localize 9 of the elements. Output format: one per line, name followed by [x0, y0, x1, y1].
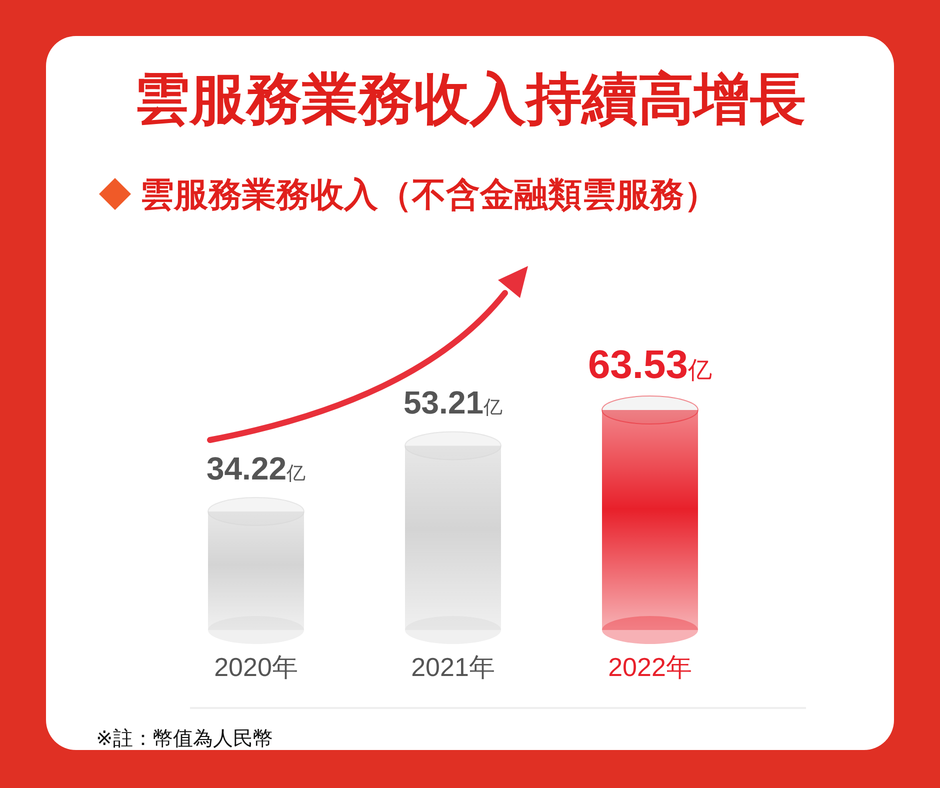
data-label: 53.21亿 — [403, 384, 503, 421]
x-tick-label: 2021年 — [411, 652, 495, 682]
text: ※註：幣值為人民幣 — [96, 728, 273, 750]
data-label: 63.53亿 — [588, 343, 712, 387]
data-label: 34.22亿 — [206, 450, 306, 486]
x-tick-label: 2020年 — [214, 652, 298, 682]
x-tick-label: 2022年 — [608, 652, 692, 682]
chart-subtitle: 雲服務業務收入（不含金融類雲服務） — [140, 176, 718, 214]
chart-title: 雲服務業務收入持續高增長 — [134, 67, 806, 130]
